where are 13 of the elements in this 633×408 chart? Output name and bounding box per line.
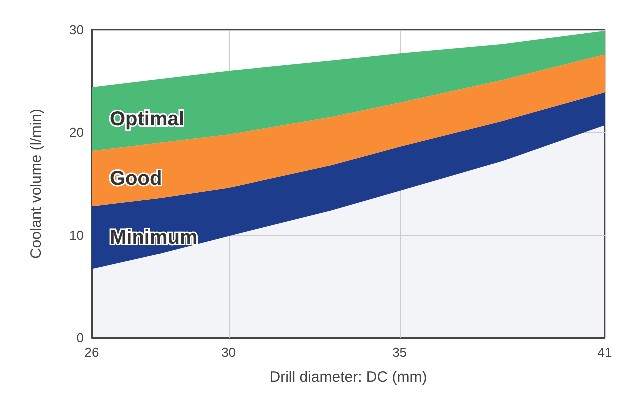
series-label: Minimum — [110, 226, 198, 249]
y-tick-label: 20 — [70, 125, 84, 140]
x-tick-label: 35 — [392, 345, 408, 360]
series-label: Good — [110, 168, 162, 190]
y-axis-title: Coolant volume (l/min) — [28, 108, 45, 260]
x-axis-title: Drill diameter: DC (mm) — [270, 369, 428, 386]
y-tick-label: 10 — [70, 228, 84, 243]
y-tick-label: 0 — [76, 330, 84, 346]
x-tick-label: 26 — [84, 345, 100, 360]
x-tick-label: 30 — [222, 345, 236, 360]
x-tick-label: 41 — [598, 345, 612, 360]
series-label: Optimal — [110, 108, 184, 130]
y-tick-label: 30 — [70, 22, 84, 38]
